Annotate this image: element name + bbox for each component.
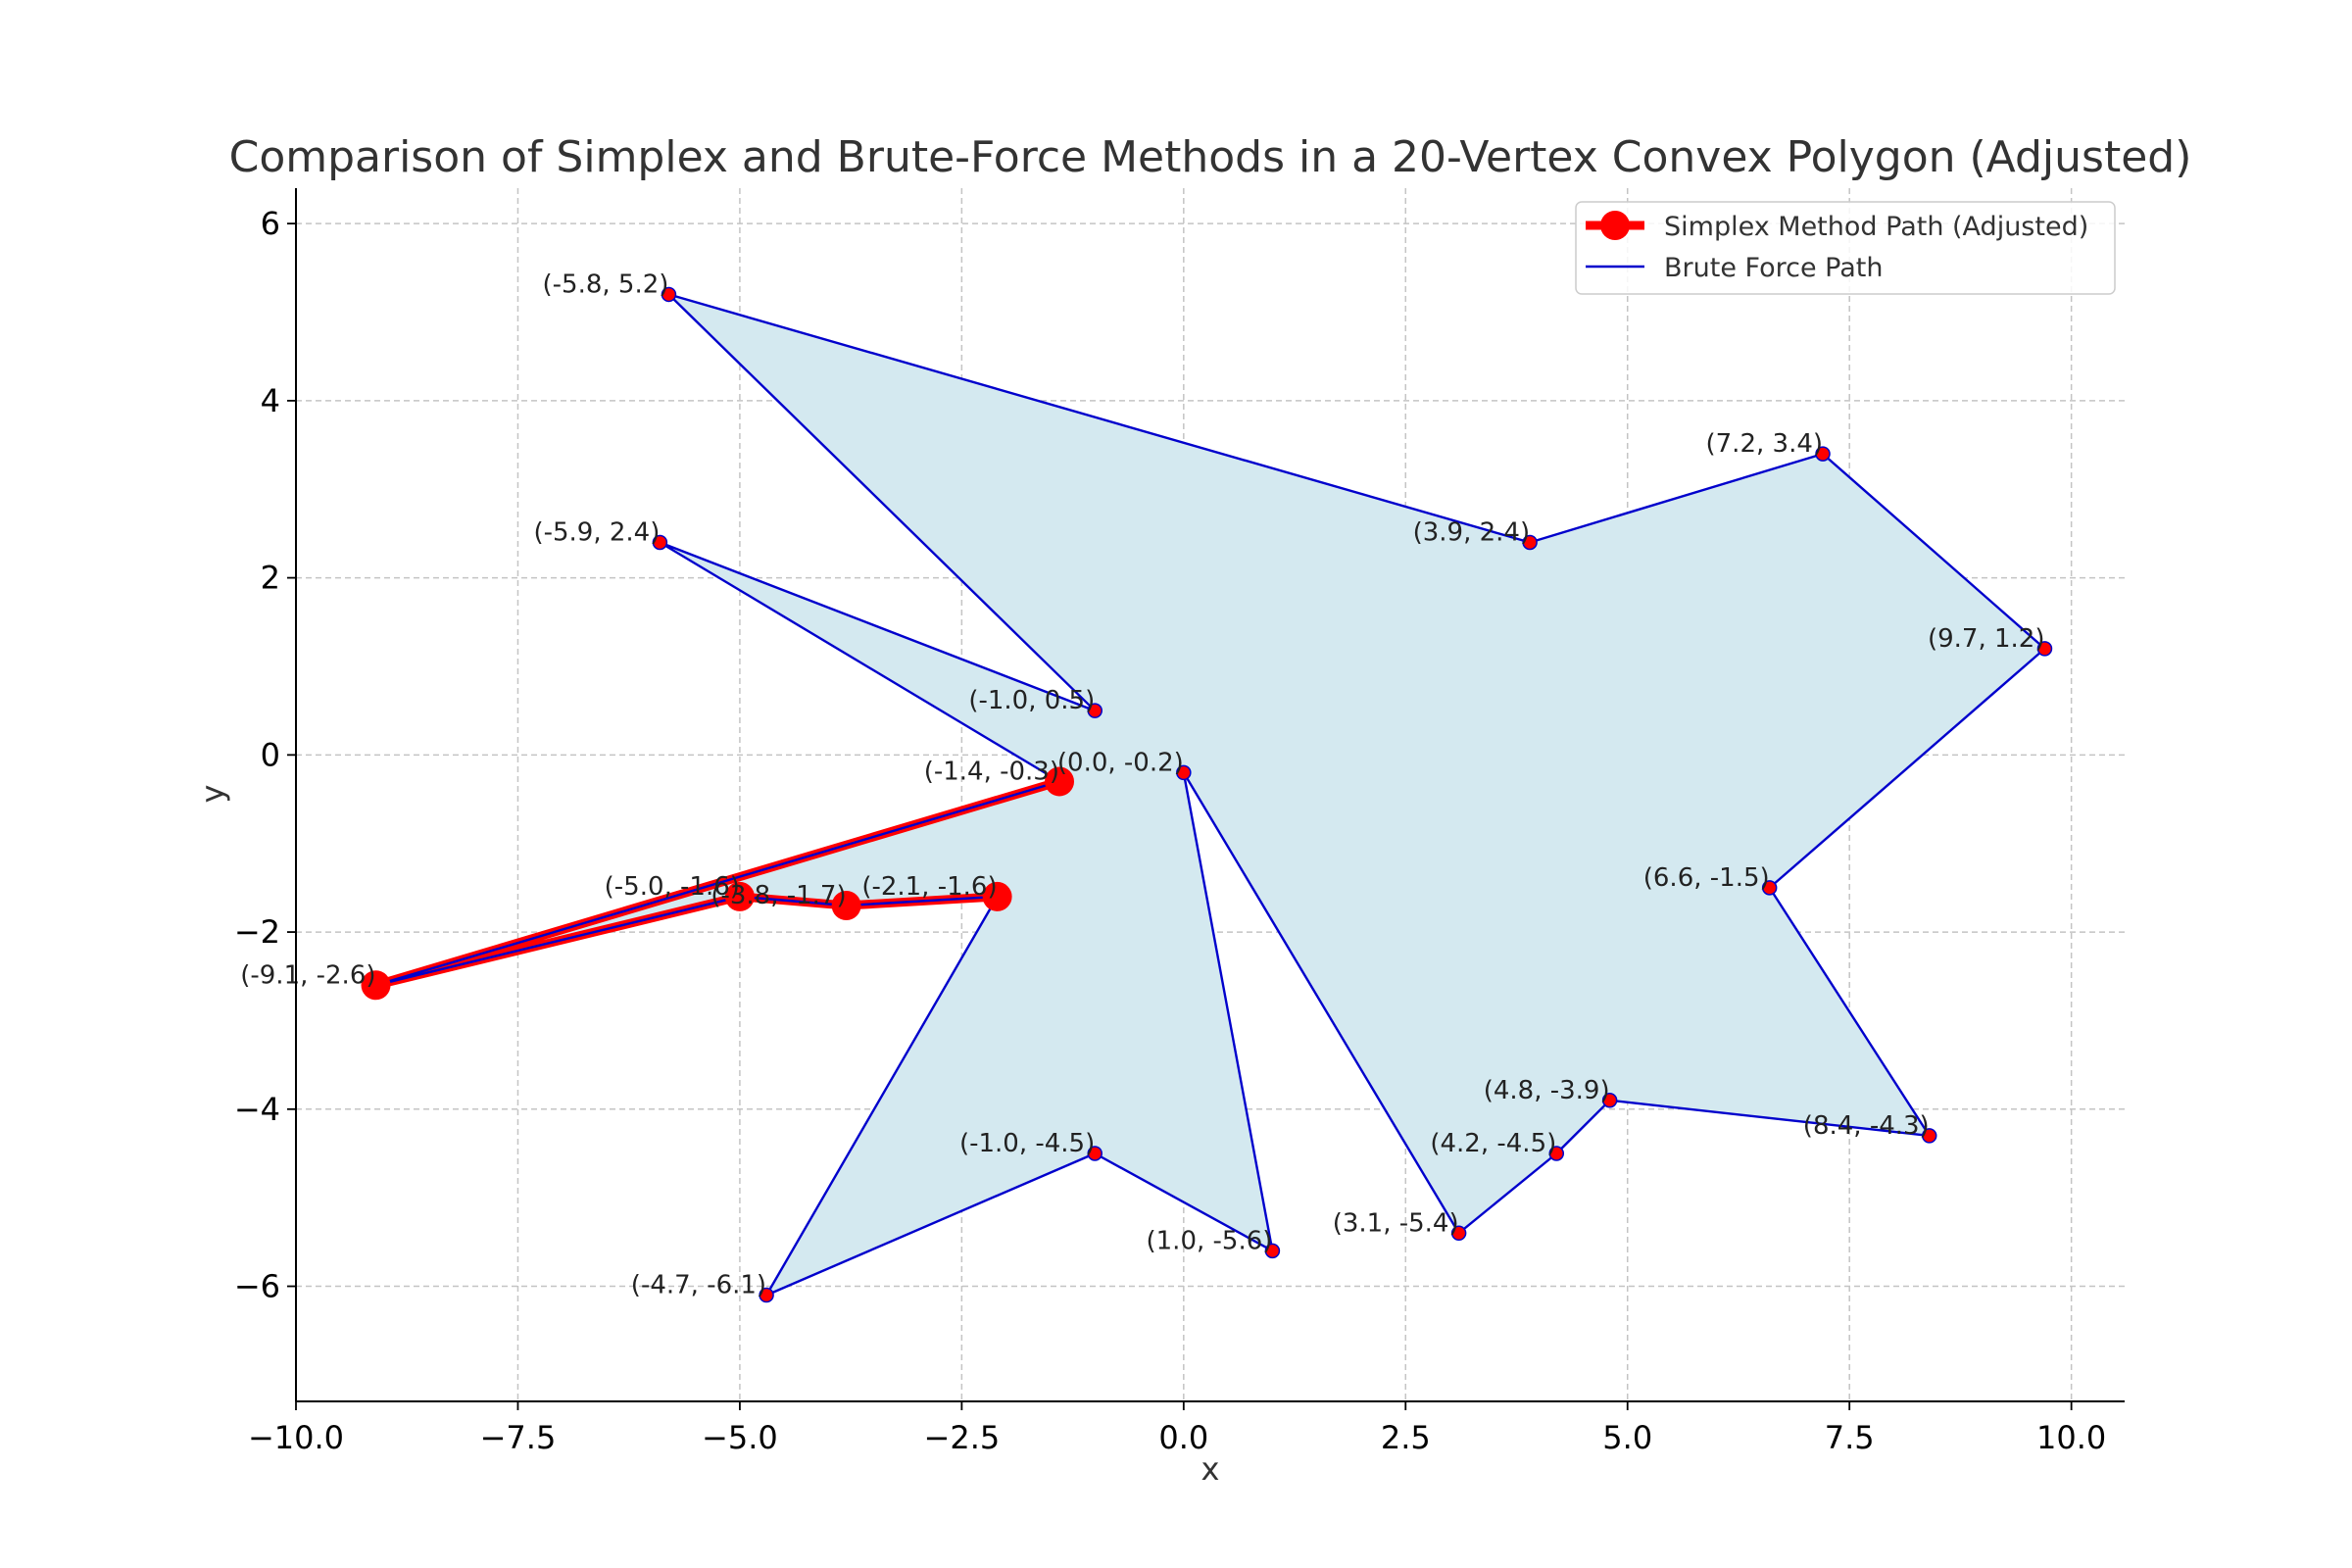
legend-box bbox=[1575, 201, 2116, 295]
x-tick-label: −5.0 bbox=[702, 1419, 778, 1456]
vertex-point bbox=[1087, 703, 1102, 718]
vertex-label: (8.4, -4.3) bbox=[1803, 1111, 1930, 1141]
vertex-label: (-3.8, -1.7) bbox=[710, 881, 846, 910]
vertex-label: (3.1, -5.4) bbox=[1333, 1208, 1459, 1238]
y-tick-label: −4 bbox=[234, 1091, 280, 1128]
vertex-label: (4.2, -4.5) bbox=[1430, 1129, 1556, 1158]
legend-brute-label: Brute Force Path bbox=[1664, 253, 1883, 283]
vertex-label: (-9.1, -2.6) bbox=[240, 960, 375, 990]
vertex-point bbox=[759, 1287, 774, 1303]
vertex-label: (-5.9, 2.4) bbox=[533, 517, 660, 547]
marker-layer bbox=[361, 286, 2053, 1303]
simplex-point bbox=[724, 881, 755, 911]
vertex-label: (3.9, 2.4) bbox=[1413, 517, 1531, 547]
vertex-label: (-2.1, -1.6) bbox=[861, 872, 997, 902]
polygon-layer bbox=[375, 294, 2045, 1296]
vertex-label: (-5.0, -1.6) bbox=[605, 872, 740, 902]
x-tick-label: 7.5 bbox=[1825, 1419, 1875, 1456]
polygon-fill bbox=[375, 294, 2045, 1296]
chart-title: Comparison of Simplex and Brute-Force Me… bbox=[229, 132, 2192, 182]
y-tick-label: −2 bbox=[234, 913, 280, 951]
vertex-point bbox=[1522, 534, 1538, 551]
vertex-label: (-4.7, -6.1) bbox=[631, 1271, 766, 1300]
vertex-label: (9.7, 1.2) bbox=[1928, 624, 2045, 654]
vertex-point bbox=[1087, 1146, 1102, 1161]
x-tick-label: −2.5 bbox=[924, 1419, 1001, 1456]
vertex-label: (-1.0, 0.5) bbox=[968, 686, 1095, 715]
vertex-point bbox=[2036, 641, 2053, 657]
simplex-point bbox=[361, 970, 391, 1001]
simplex-point bbox=[1045, 766, 1075, 797]
y-tick-label: 4 bbox=[261, 382, 280, 419]
y-tick-label: 6 bbox=[261, 205, 280, 242]
x-tick-label: 2.5 bbox=[1381, 1419, 1431, 1456]
x-tick-label: 5.0 bbox=[1602, 1419, 1652, 1456]
vertex-label: (-1.4, -0.3) bbox=[924, 757, 1059, 786]
vertex-point bbox=[1176, 764, 1192, 781]
vertex-point bbox=[661, 286, 677, 303]
vertex-label: (-5.8, 5.2) bbox=[543, 270, 669, 299]
x-tick-label: −10.0 bbox=[248, 1419, 344, 1456]
x-tick-label: 10.0 bbox=[2036, 1419, 2106, 1456]
vertex-label: (1.0, -5.6) bbox=[1147, 1226, 1273, 1255]
vertex-point bbox=[1761, 880, 1778, 896]
vertex-point bbox=[1450, 1225, 1467, 1242]
x-tick-label: 0.0 bbox=[1158, 1419, 1208, 1456]
x-tick-label: −7.5 bbox=[480, 1419, 557, 1456]
legend: Simplex Method Path (Adjusted) Brute Forc… bbox=[1575, 201, 2116, 295]
y-tick-label: 2 bbox=[261, 560, 280, 597]
vertex-point bbox=[1921, 1128, 1937, 1144]
vertex-point bbox=[1264, 1243, 1281, 1259]
axes: −10.0 −7.5 −5.0 −2.5 0.0 2.5 5.0 7.5 10.0 −6 −4 −2 0… bbox=[234, 188, 2125, 1456]
y-tick-label: −6 bbox=[234, 1268, 280, 1305]
vertex-label: (6.6, -1.5) bbox=[1643, 863, 1770, 893]
y-tick-label: 0 bbox=[261, 736, 280, 773]
legend-simplex-marker bbox=[1600, 211, 1630, 240]
vertex-point bbox=[1815, 446, 1831, 462]
vertex-label: (-1.0, -4.5) bbox=[959, 1129, 1095, 1158]
legend-simplex-label: Simplex Method Path (Adjusted) bbox=[1664, 212, 2088, 242]
simplex-point bbox=[982, 881, 1012, 911]
y-axis-label: y bbox=[194, 785, 231, 804]
simplex-point bbox=[831, 890, 861, 920]
vertex-point bbox=[652, 534, 668, 551]
vertex-label: (7.2, 3.4) bbox=[1706, 429, 1824, 459]
vertex-label: (4.8, -3.9) bbox=[1484, 1076, 1610, 1105]
vertex-label: (0.0, -0.2) bbox=[1057, 748, 1184, 777]
vertex-point bbox=[1548, 1146, 1565, 1161]
x-axis-label: x bbox=[1201, 1450, 1220, 1488]
vertex-point bbox=[1601, 1093, 1618, 1108]
point-label-layer: (-5.8, 5.2) (3.9, 2.4) (7.2, 3.4) (9.7, 1.2… bbox=[240, 270, 2044, 1299]
